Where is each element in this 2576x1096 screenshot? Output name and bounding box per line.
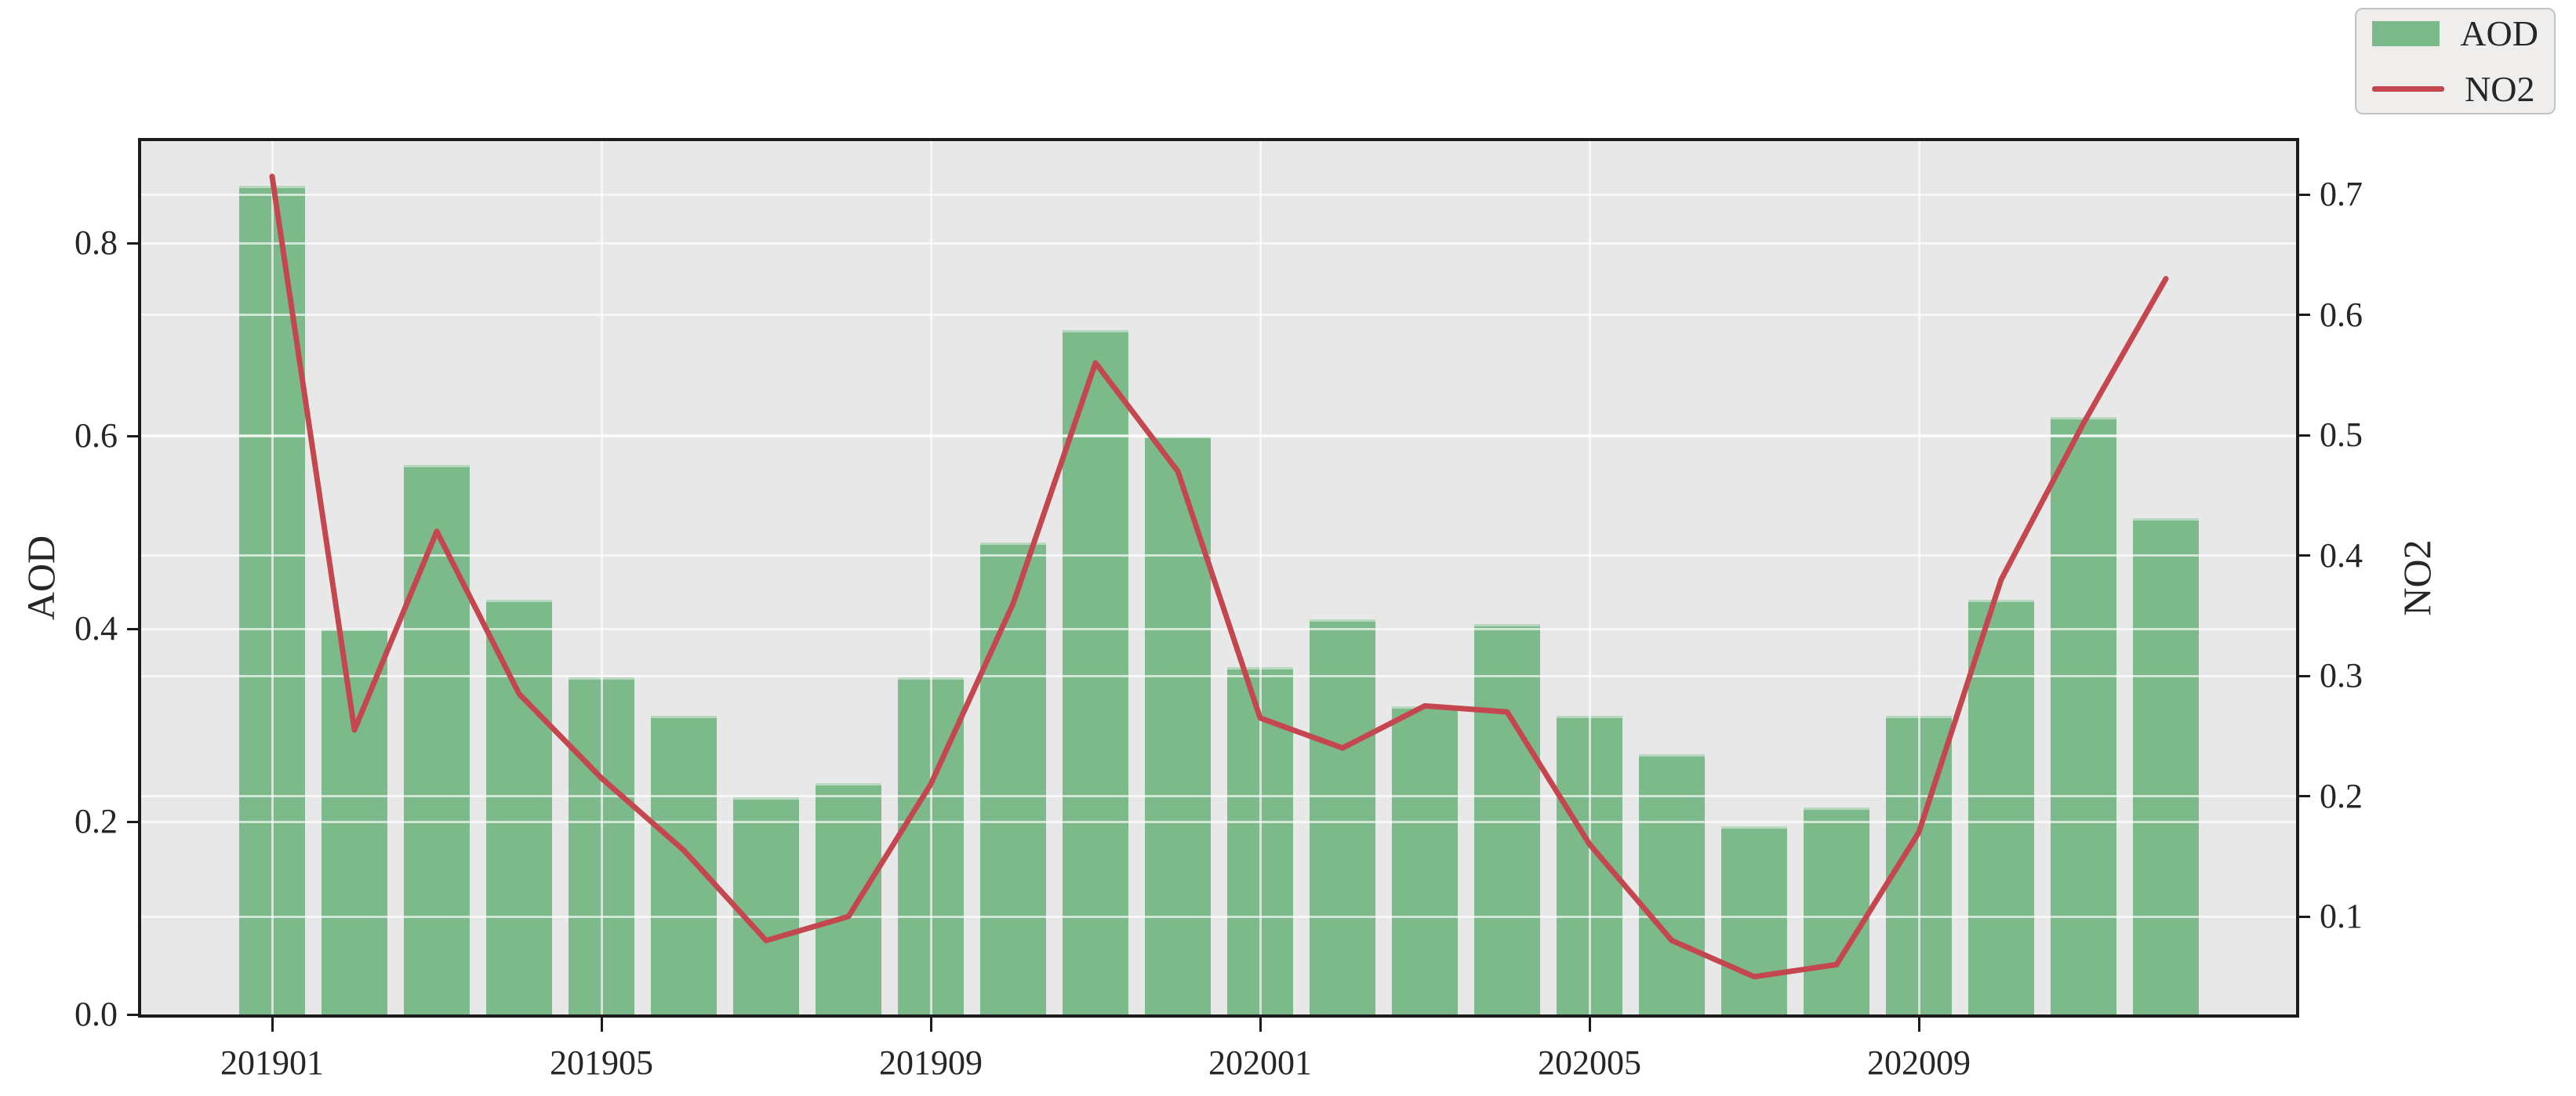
aod-bar-202010	[1968, 600, 2034, 1014]
aod-bar-202011	[2051, 416, 2116, 1014]
legend: AOD NO2	[2355, 8, 2556, 114]
gridline-horizontal	[141, 627, 2296, 630]
legend-item-aod: AOD	[2372, 13, 2538, 54]
legend-label-no2: NO2	[2465, 69, 2535, 109]
aod-bar-201911	[1063, 330, 1128, 1014]
right-tick-mark	[2296, 554, 2310, 557]
right-tick-mark	[2296, 434, 2310, 437]
grid-layer	[141, 141, 2296, 1014]
right-tick-label-0.4: 0.4	[2320, 535, 2363, 575]
aod-bar-201907	[733, 797, 799, 1014]
x-tick-label-202001: 202001	[1208, 1043, 1312, 1082]
x-tick-mark	[929, 1014, 932, 1032]
x-tick-label-201905: 201905	[550, 1043, 653, 1082]
no2-line	[269, 173, 2169, 980]
left-tick-mark	[127, 1013, 141, 1016]
left-tick-mark	[127, 434, 141, 437]
aod-bar-201910	[980, 542, 1046, 1014]
left-tick-label-0.4: 0.4	[74, 609, 118, 648]
aod-bar-202003	[1392, 706, 1458, 1014]
x-tick-label-201901: 201901	[220, 1043, 324, 1082]
gridline-horizontal	[141, 193, 2296, 196]
aod-bar-202004	[1474, 624, 1540, 1014]
gridline-vertical	[1588, 141, 1591, 1014]
gridline-vertical	[1259, 141, 1262, 1014]
x-tick-label-202005: 202005	[1538, 1043, 1641, 1082]
gridline-horizontal	[141, 820, 2296, 823]
aod-bar-201904	[486, 600, 552, 1014]
aod-bar-swatch-icon	[2372, 20, 2440, 46]
legend-label-aod: AOD	[2460, 13, 2538, 53]
x-tick-label-202009: 202009	[1867, 1043, 1971, 1082]
left-tick-label-0.6: 0.6	[74, 416, 118, 455]
gridline-horizontal	[141, 434, 2296, 437]
right-axis-title: NO2	[2395, 539, 2439, 616]
gridline-horizontal	[141, 674, 2296, 677]
right-tick-label-0.1: 0.1	[2320, 897, 2363, 936]
aod-bar-202002	[1310, 619, 1375, 1014]
x-tick-mark	[1917, 1014, 1920, 1032]
no2-line-layer	[269, 173, 2169, 980]
right-tick-mark	[2296, 314, 2310, 316]
left-tick-mark	[127, 820, 141, 823]
left-axis-title: AOD	[19, 535, 63, 621]
right-tick-label-0.3: 0.3	[2320, 656, 2363, 695]
x-tick-mark	[271, 1014, 274, 1032]
x-tick-label-201909: 201909	[879, 1043, 983, 1082]
legend-item-no2: NO2	[2372, 68, 2538, 110]
gridline-horizontal	[141, 795, 2296, 798]
aod-bar-202007	[1721, 826, 1787, 1014]
plot-area	[138, 138, 2299, 1018]
right-tick-label-0.7: 0.7	[2320, 175, 2363, 213]
right-tick-label-0.6: 0.6	[2320, 295, 2363, 334]
left-tick-mark	[127, 627, 141, 630]
gridline-vertical	[1917, 141, 1920, 1014]
left-tick-label-0.8: 0.8	[74, 223, 118, 263]
aod-bar-202012	[2133, 517, 2199, 1014]
gridline-vertical	[600, 141, 603, 1014]
left-tick-mark	[127, 241, 141, 245]
x-tick-mark	[1259, 1014, 1262, 1032]
gridline-horizontal	[141, 314, 2296, 316]
right-tick-mark	[2296, 915, 2310, 918]
left-tick-label-0.0: 0.0	[74, 995, 118, 1033]
gridline-horizontal	[141, 241, 2296, 245]
aod-bar-202006	[1639, 754, 1705, 1014]
gridline-horizontal	[141, 554, 2296, 557]
aod-bar-202008	[1804, 807, 1869, 1014]
aod-bar-201906	[651, 715, 717, 1014]
right-tick-label-0.2: 0.2	[2320, 776, 2363, 815]
right-tick-mark	[2296, 795, 2310, 798]
left-tick-label-0.2: 0.2	[74, 802, 118, 841]
right-tick-mark	[2296, 193, 2310, 196]
no2-line-swatch-icon	[2372, 86, 2444, 92]
right-tick-mark	[2296, 674, 2310, 677]
gridline-vertical	[271, 141, 274, 1014]
right-tick-label-0.5: 0.5	[2320, 416, 2363, 455]
gridline-horizontal	[141, 915, 2296, 918]
x-tick-mark	[1588, 1014, 1591, 1032]
x-tick-mark	[600, 1014, 603, 1032]
gridline-vertical	[929, 141, 932, 1014]
